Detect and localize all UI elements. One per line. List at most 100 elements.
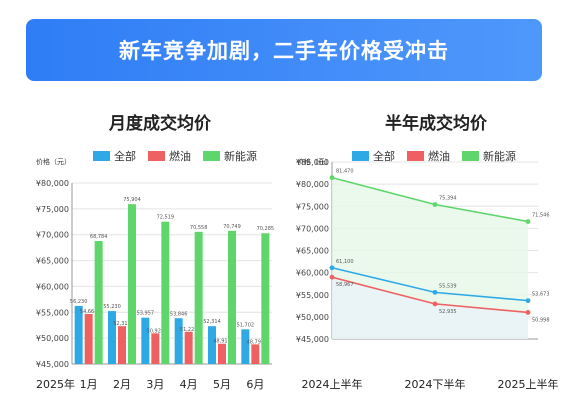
y-tick-label: ¥65,000 (296, 247, 329, 256)
year-label: 2025年 (36, 377, 75, 391)
data-label: 53,673 (532, 292, 550, 298)
data-label: 52,314 (203, 319, 221, 325)
y-tick-label: ¥75,000 (36, 205, 69, 214)
x-tick-label: 2024下半年 (405, 377, 466, 391)
y-tick-label: ¥50,000 (36, 334, 69, 343)
legend-label: 燃油 (428, 149, 450, 163)
bar-all (208, 326, 216, 364)
data-label: 53,957 (137, 311, 155, 317)
data-point (432, 301, 438, 307)
legend-label: 全部 (114, 149, 136, 163)
monthly-bar-chart: 价格（元） 全部 燃油 新能源 ¥45,000 ¥50,000 ¥55,000 ¥60,000… (36, 149, 275, 391)
y-tick-label: ¥45,000 (36, 360, 69, 369)
bar-nev (128, 204, 136, 364)
legend-swatch (462, 151, 479, 161)
data-label: 52,311 (113, 321, 131, 327)
y-tick-label: ¥55,000 (36, 308, 69, 317)
data-point (432, 202, 438, 207)
y-tick-label: ¥60,000 (36, 282, 69, 291)
data-point (525, 310, 531, 315)
legend-label: 全部 (373, 149, 395, 163)
y-axis-label: 价格（元） (297, 157, 332, 166)
legend-swatch (352, 151, 369, 161)
x-tick-label: 3月 (146, 378, 164, 391)
bar-all (174, 318, 183, 364)
bar-fuel (151, 333, 160, 364)
x-tick-label: 5月 (213, 378, 231, 391)
legend-label: 燃油 (169, 149, 191, 163)
x-tick-label: 2月 (113, 378, 131, 391)
legend-swatch (407, 151, 424, 161)
bar-all (241, 329, 250, 364)
data-label: 75,394 (439, 196, 457, 202)
bar-fuel (118, 326, 126, 364)
x-tick-label: 4月 (180, 378, 198, 391)
bar-nev (261, 233, 270, 364)
legend-swatch (203, 151, 220, 161)
line-chart-title: 半年成交均价 (385, 114, 487, 134)
data-label: 48,918 (213, 339, 231, 345)
data-label: 70,285 (257, 226, 275, 232)
data-label: 55,539 (439, 283, 457, 289)
y-tick-label: ¥50,000 (296, 313, 329, 322)
bar-nev (194, 231, 203, 364)
data-label: 48,793 (247, 339, 265, 345)
bar-nev (94, 241, 103, 364)
data-label: 75,904 (123, 197, 141, 203)
half-year-line-chart: 价格（元） 全部 燃油 新能源 ¥45,000 ¥50,000 ¥55,000 ¥60,000… (296, 149, 559, 391)
x-tick-label: 2024上半年 (302, 377, 363, 391)
legend-label: 新能源 (224, 149, 257, 163)
data-label: 70,749 (223, 224, 241, 230)
x-tick-label: 2025上半年 (498, 377, 559, 391)
bar-nev (228, 230, 236, 364)
y-tick-label: ¥80,000 (36, 179, 69, 188)
y-tick-label: ¥80,000 (296, 180, 329, 189)
x-tick-label: 6月 (246, 378, 264, 391)
bar-all (74, 305, 83, 364)
data-label: 70,558 (190, 225, 208, 231)
data-label: 81,470 (336, 169, 354, 175)
bar-all (108, 311, 116, 364)
data-label: 53,846 (170, 311, 188, 317)
legend-swatch (148, 151, 165, 161)
data-point (329, 265, 335, 271)
y-tick-label: ¥65,000 (36, 257, 69, 266)
bar-fuel (251, 344, 260, 364)
data-point (525, 298, 531, 304)
data-label: 51,228 (180, 327, 198, 333)
y-tick-label: ¥75,000 (296, 202, 329, 211)
bar-fuel (184, 331, 193, 364)
area-fill (332, 277, 528, 339)
y-axis-label: 价格（元） (36, 157, 71, 166)
data-point (329, 175, 335, 181)
bar-fuel (84, 314, 93, 364)
bar-fuel (218, 343, 226, 364)
data-point (432, 289, 438, 295)
y-tick-label: ¥70,000 (296, 224, 329, 233)
y-tick-label: ¥55,000 (296, 291, 329, 300)
headline-title: 新车竞争加剧，二手车价格受冲击 (119, 39, 449, 63)
y-tick-label: ¥70,000 (36, 231, 69, 240)
data-label: 51,702 (237, 322, 255, 328)
bar-all (141, 317, 150, 364)
data-label: 56,230 (70, 299, 88, 305)
data-label: 50,998 (532, 317, 550, 323)
data-point (329, 274, 335, 280)
data-point (525, 219, 531, 224)
bar-nev (161, 221, 170, 364)
data-label: 68,784 (90, 234, 108, 240)
y-tick-label: ¥60,000 (296, 269, 329, 278)
data-label: 54,664 (80, 309, 98, 315)
x-tick-label: 1月 (80, 378, 98, 391)
data-label: 71,546 (532, 213, 550, 219)
data-label: 50,928 (147, 328, 165, 334)
data-label: 52,935 (439, 309, 457, 315)
data-label: 55,230 (103, 304, 121, 310)
data-label: 61,100 (336, 259, 354, 265)
data-label: 58,967 (336, 282, 354, 288)
bar-chart-title: 月度成交均价 (109, 114, 211, 134)
headline-banner: 新车竞争加剧，二手车价格受冲击 (26, 19, 542, 81)
legend-label: 新能源 (483, 149, 516, 163)
data-label: 72,519 (157, 215, 175, 221)
y-tick-label: ¥45,000 (296, 335, 329, 344)
